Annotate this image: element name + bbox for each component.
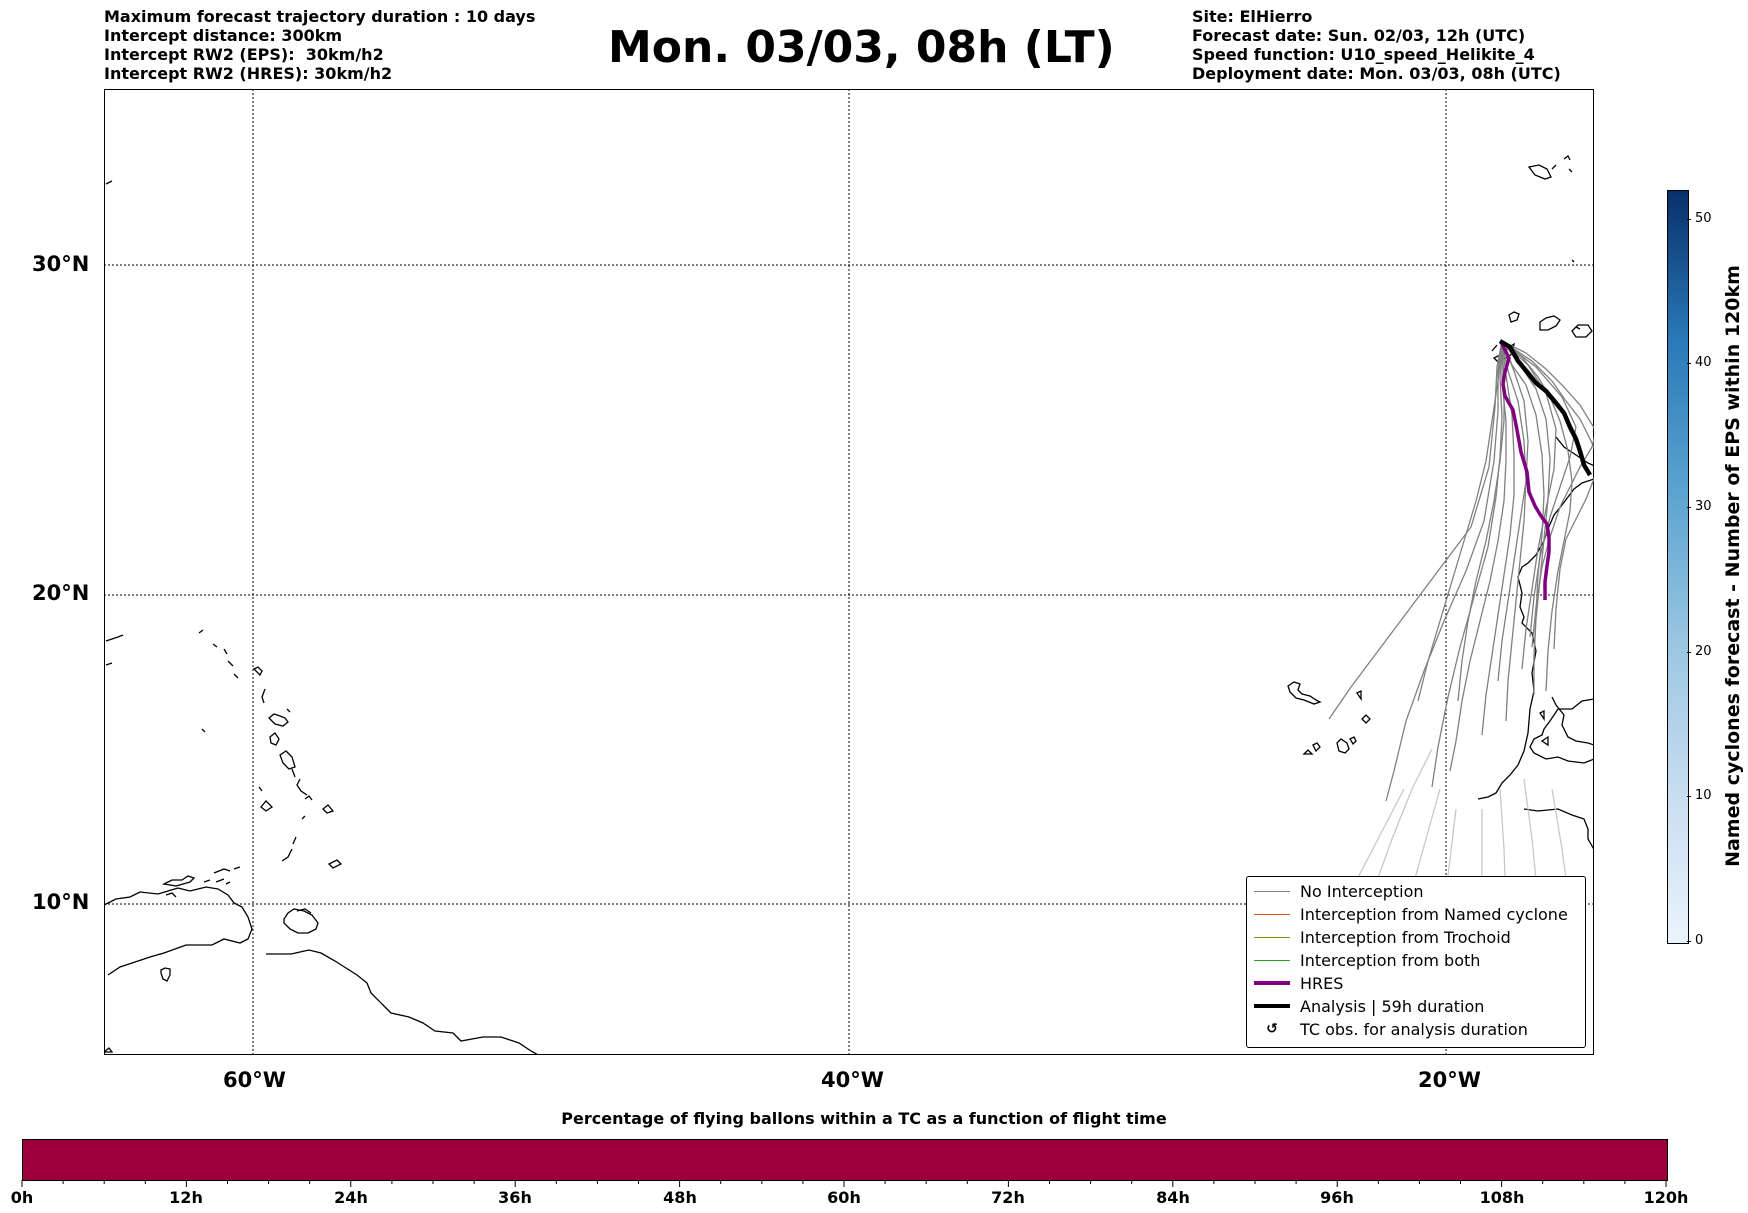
deployment-date-line: Deployment date: Mon. 03/03, 08h (UTC) [1192, 64, 1561, 83]
legend-item-tc-obs: ↺ TC obs. for analysis duration [1247, 1018, 1528, 1040]
lon-label-40w: 40°W [821, 1068, 884, 1092]
lat-label-20n: 20°N [32, 581, 90, 605]
run-parameters: Maximum forecast trajectory duration : 1… [104, 7, 535, 83]
flight-time-bar [22, 1139, 1668, 1181]
speed-function-line: Speed function: U10_speed_Helikite_4 [1192, 45, 1535, 64]
time-tick: 0h [10, 1188, 34, 1207]
colorbar-tick: 40 [1687, 355, 1712, 370]
lon-label-60w: 60°W [223, 1068, 286, 1092]
param-line: Intercept RW2 (EPS): 30km/h2 [104, 45, 384, 64]
colorbar-tick: 20 [1687, 644, 1712, 659]
legend-label: No Interception [1300, 881, 1424, 901]
lat-label-10n: 10°N [32, 890, 90, 914]
time-tick: 96h [1320, 1188, 1354, 1207]
hres-trajectory [1499, 341, 1551, 600]
param-line: Maximum forecast trajectory duration : 1… [104, 7, 536, 26]
time-tick: 84h [1156, 1188, 1190, 1207]
param-line: Intercept RW2 (HRES): 30km/h2 [104, 64, 393, 83]
legend-label: HRES [1300, 973, 1344, 993]
flight-time-minor-ticks [21, 1180, 1667, 1187]
colorbar-tick: 50 [1687, 211, 1712, 226]
map-legend: No Interception Interception from Named … [1246, 876, 1586, 1048]
time-tick: 60h [827, 1188, 861, 1207]
page-title: Mon. 03/03, 08h (LT) [608, 22, 1115, 73]
legend-item-analysis: Analysis | 59h duration [1247, 995, 1484, 1017]
legend-item-no-interception: No Interception [1247, 880, 1424, 902]
legend-item-named-cyclone: Interception from Named cyclone [1247, 903, 1568, 925]
time-tick: 12h [169, 1188, 203, 1207]
legend-label: Analysis | 59h duration [1300, 996, 1485, 1016]
legend-item-hres: HRES [1247, 972, 1343, 994]
forecast-date-line: Forecast date: Sun. 02/03, 12h (UTC) [1192, 26, 1526, 45]
lon-label-20w: 20°W [1418, 1068, 1481, 1092]
colorbar-tick: 10 [1687, 788, 1712, 803]
legend-item-both: Interception from both [1247, 949, 1480, 971]
time-tick: 48h [663, 1188, 697, 1207]
tc-symbol-icon: ↺ [1266, 1021, 1278, 1037]
colorbar-tick: 0 [1686, 933, 1703, 948]
legend-label: Interception from Trochoid [1300, 927, 1511, 947]
legend-item-trochoid: Interception from Trochoid [1247, 926, 1511, 948]
time-tick: 72h [991, 1188, 1025, 1207]
time-tick: 120h [1643, 1188, 1689, 1207]
analysis-trajectory [1498, 339, 1592, 477]
param-line: Intercept distance: 300km [104, 26, 343, 45]
flight-time-title: Percentage of flying ballons within a TC… [561, 1109, 1167, 1128]
time-tick: 108h [1479, 1188, 1525, 1207]
eps-colorbar [1667, 190, 1689, 944]
site-info: Site: ElHierro Forecast date: Sun. 02/03… [1192, 7, 1561, 83]
site-line: Site: ElHierro [1192, 7, 1313, 26]
legend-label: TC obs. for analysis duration [1300, 1019, 1528, 1039]
time-tick: 36h [498, 1188, 532, 1207]
time-tick: 24h [334, 1188, 368, 1207]
lat-label-30n: 30°N [32, 252, 90, 276]
colorbar-label: Named cyclones forecast - Number of EPS … [1722, 265, 1744, 867]
coastline-americas [104, 180, 540, 1055]
colorbar-tick: 30 [1687, 499, 1712, 514]
legend-label: Interception from both [1300, 950, 1481, 970]
legend-label: Interception from Named cyclone [1300, 904, 1568, 924]
